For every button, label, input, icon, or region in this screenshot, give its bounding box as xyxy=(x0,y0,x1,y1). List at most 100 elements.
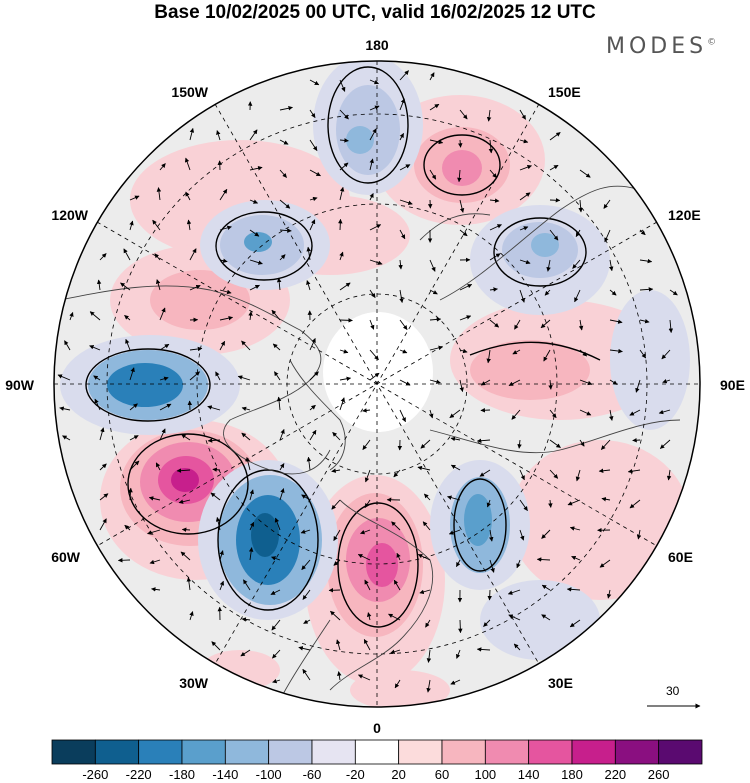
wind-vector xyxy=(569,619,581,628)
wind-vector xyxy=(548,499,553,508)
wind-vector xyxy=(606,589,612,599)
colorbar-tick-label: -140 xyxy=(212,767,239,782)
wind-vector xyxy=(207,438,221,443)
wind-vector xyxy=(541,529,551,539)
wind-vector xyxy=(513,643,521,651)
wind-vector xyxy=(458,619,463,634)
wind-vector xyxy=(369,319,375,330)
wind-vector xyxy=(423,493,431,501)
label-60w: 60W xyxy=(51,549,81,565)
wind-vector xyxy=(456,649,461,659)
wind-vector xyxy=(425,619,431,628)
colorbar-swatch xyxy=(614,739,660,765)
colorbar xyxy=(51,739,703,765)
wind-vector xyxy=(549,164,559,171)
wind-vector xyxy=(300,529,311,534)
coastline-siberia xyxy=(439,185,641,301)
anomaly-near-zero-pole xyxy=(323,312,433,432)
wind-vector xyxy=(271,309,281,321)
wind-vector xyxy=(248,547,254,561)
wind-vector xyxy=(339,162,349,171)
wind-vector xyxy=(333,529,341,541)
wind-vector xyxy=(399,289,404,303)
wind-vector xyxy=(357,674,371,681)
wind-vector xyxy=(219,225,232,231)
wind-vector xyxy=(219,340,226,351)
wind-vector xyxy=(279,428,285,441)
wind-vector xyxy=(156,187,162,201)
wind-vector xyxy=(178,499,191,504)
wind-vector xyxy=(546,259,551,272)
wind-vector xyxy=(486,109,492,122)
meridian-120e-60w xyxy=(96,221,658,547)
wind-vector xyxy=(186,219,192,231)
label-60e: 60E xyxy=(668,549,693,565)
wind-vector xyxy=(249,489,254,501)
wind-vector xyxy=(579,169,591,178)
wind-vector xyxy=(249,259,263,265)
wind-vector xyxy=(339,318,353,323)
wind-vector xyxy=(241,340,251,351)
wind-vector xyxy=(639,287,654,292)
map-title: Base 10/02/2025 00 UTC, valid 16/02/2025… xyxy=(154,2,596,23)
wind-vector xyxy=(508,614,521,621)
wind-vector xyxy=(519,529,525,541)
wind-vector xyxy=(339,186,345,201)
wind-vector xyxy=(486,349,491,364)
wind-vector xyxy=(159,403,172,411)
wind-vector xyxy=(422,521,431,531)
wind-vector xyxy=(276,277,282,291)
wind-vector xyxy=(249,521,255,531)
wind-vector xyxy=(159,376,169,381)
wind-vector xyxy=(543,349,551,362)
wind-vector xyxy=(129,220,134,231)
wind-vector xyxy=(666,469,672,481)
colorbar-tick-label: 140 xyxy=(517,767,540,782)
wind-vector xyxy=(249,166,263,171)
wind-vector xyxy=(240,649,251,657)
map-boundary xyxy=(53,60,701,708)
wind-vector xyxy=(99,463,107,471)
wind-vector xyxy=(429,259,436,272)
wind-vector xyxy=(189,346,203,352)
wind-vector xyxy=(507,589,521,595)
wind-vector xyxy=(215,371,221,381)
wind-vector xyxy=(429,169,437,180)
wind-vector xyxy=(609,319,623,324)
wind-vector xyxy=(512,349,521,355)
wind-vector xyxy=(184,157,191,171)
colorbar-tick-label: 180 xyxy=(561,767,583,782)
colorbar-swatch xyxy=(354,739,400,765)
wind-vector xyxy=(457,169,462,183)
wind-vector xyxy=(549,469,559,479)
wind-vector xyxy=(479,469,491,477)
wind-vector xyxy=(248,311,253,321)
wind-vector xyxy=(338,218,343,231)
wind-vector xyxy=(429,379,441,384)
wind-vector xyxy=(124,314,131,321)
wind-vector xyxy=(419,589,431,595)
wind-vector xyxy=(364,499,371,508)
contour-150e xyxy=(423,134,501,196)
wind-vector xyxy=(399,229,406,240)
label-0: 0 xyxy=(373,720,381,736)
wind-vector xyxy=(579,379,593,386)
wind-vector xyxy=(243,579,251,591)
wind-vector xyxy=(276,396,282,411)
wind-vector xyxy=(93,375,101,381)
wind-vector xyxy=(309,219,316,231)
anomaly-pos-core-0 xyxy=(366,543,398,587)
wind-vector xyxy=(541,584,551,591)
contour-50w xyxy=(217,469,319,611)
wind-vector xyxy=(272,343,281,351)
coastline-europe xyxy=(329,499,434,691)
wind-vector xyxy=(306,246,311,261)
wind-vector xyxy=(279,106,293,111)
wind-vector xyxy=(519,469,525,481)
wind-vector xyxy=(448,529,461,535)
wind-vector xyxy=(599,559,611,568)
wind-vector xyxy=(450,464,461,471)
wind-vector xyxy=(429,139,444,145)
wind-vector xyxy=(129,460,140,471)
wind-vector xyxy=(636,529,642,540)
